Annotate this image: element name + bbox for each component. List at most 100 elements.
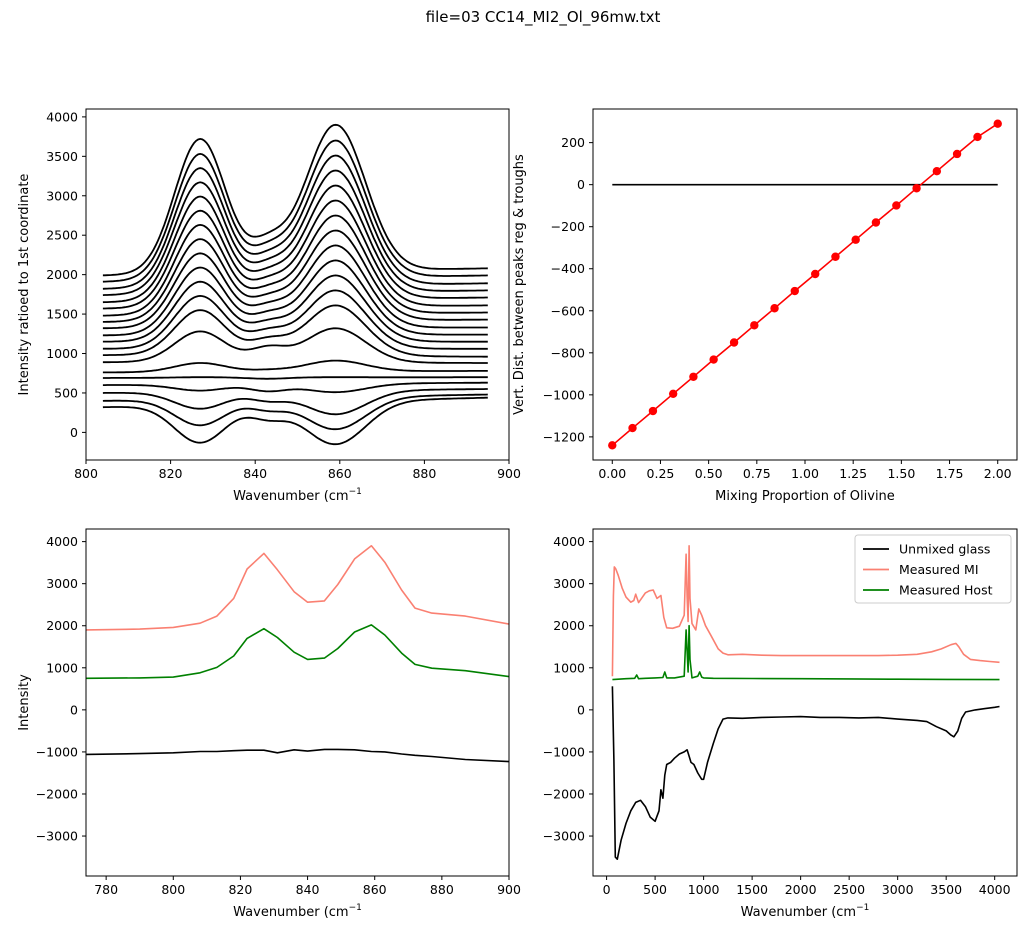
x-tick-label: 860 xyxy=(363,882,387,897)
y-axis-label: Vert. Dist. between peaks reg & troughs xyxy=(512,154,527,415)
distance-point xyxy=(952,149,962,159)
spectrum-line-7 xyxy=(102,229,488,323)
y-tick-label: 2000 xyxy=(46,618,78,633)
axes-frame xyxy=(592,528,1018,877)
plot-area xyxy=(611,545,1000,860)
distance-point xyxy=(912,184,921,193)
y-tick-label: 2500 xyxy=(46,228,78,243)
series-line-mi xyxy=(611,545,1000,677)
distance-point xyxy=(811,269,820,279)
series-line-glass xyxy=(86,748,509,763)
y-tick-label: 1500 xyxy=(46,307,78,322)
distance-point xyxy=(729,338,739,347)
x-tick-label: 0.25 xyxy=(647,466,675,481)
chart-bottom-right: 0 500 1000 1500 2000 2500 3000 3500 4000 −3000 −20… xyxy=(543,528,1018,920)
distance-point xyxy=(648,406,658,416)
x-tick-label: 800 xyxy=(74,466,98,481)
spectrum-line-0 xyxy=(102,123,488,277)
spectrum-line-1 xyxy=(102,139,488,283)
distance-point xyxy=(668,389,678,398)
x-axis-label: Mixing Proportion of Olivine xyxy=(715,489,895,504)
x-tick-label: 0.75 xyxy=(743,466,771,481)
y-tick-label: 1000 xyxy=(46,346,78,361)
x-tick-label: 3000 xyxy=(882,882,914,897)
y-tick-label: 0 xyxy=(577,177,585,192)
x-tick-label: 820 xyxy=(159,466,183,481)
spectrum-line-13 xyxy=(102,327,488,364)
plot-area xyxy=(102,123,488,446)
y-tick-label: 1000 xyxy=(553,660,585,675)
y-axis-label: Intensity xyxy=(17,674,32,731)
spectrum-line-8 xyxy=(102,244,488,330)
x-axis-label-sup: −1 xyxy=(349,903,362,913)
spectrum-line-16 xyxy=(102,381,488,394)
x-tick-label: 500 xyxy=(643,882,667,897)
distance-point xyxy=(932,167,942,176)
x-tick-label: 2500 xyxy=(833,882,865,897)
y-tick-label: −2000 xyxy=(543,786,585,801)
y-tick-label: 3000 xyxy=(46,576,78,591)
distance-point xyxy=(709,355,718,364)
y-tick-label: 3500 xyxy=(46,149,78,164)
x-tick-label: 1.25 xyxy=(839,466,867,481)
axes-frame xyxy=(85,528,510,877)
x-tick-label: 900 xyxy=(497,882,521,897)
distance-point xyxy=(892,201,901,210)
distance-point xyxy=(993,119,1002,128)
x-tick-label: 800 xyxy=(161,882,185,897)
x-tick-label: 0.00 xyxy=(598,466,626,481)
spectrum-line-14 xyxy=(102,359,488,374)
spectrum-line-15 xyxy=(102,376,488,380)
y-tick-label: −1000 xyxy=(36,744,78,759)
x-tick-label: 4000 xyxy=(979,882,1011,897)
x-tick-label: 2.00 xyxy=(984,466,1012,481)
distance-series-line xyxy=(611,123,999,446)
legend: Unmixed glass Measured MI Measured Host xyxy=(854,534,1012,604)
distance-point xyxy=(689,372,698,381)
y-tick-label: 2000 xyxy=(46,267,78,282)
y-tick-label: −400 xyxy=(551,261,585,276)
y-tick-label: −3000 xyxy=(36,829,78,844)
distance-point xyxy=(871,218,881,227)
x-tick-label: 820 xyxy=(228,882,252,897)
distance-point xyxy=(973,132,982,142)
y-tick-label: −2000 xyxy=(36,786,78,801)
x-tick-label: 1.50 xyxy=(887,466,915,481)
y-tick-label: 3000 xyxy=(553,576,585,591)
x-tick-label: 1000 xyxy=(688,882,720,897)
x-tick-label: 0.50 xyxy=(695,466,723,481)
y-tick-label: −3000 xyxy=(543,829,585,844)
distance-point xyxy=(770,304,779,313)
y-tick-label: 0 xyxy=(70,425,78,440)
x-tick-label: 880 xyxy=(430,882,454,897)
spectrum-line-18 xyxy=(102,393,488,431)
spectrum-line-17 xyxy=(102,388,488,416)
x-tick-label: 1.75 xyxy=(936,466,964,481)
x-tick-label: 880 xyxy=(412,466,436,481)
distance-point xyxy=(750,321,759,330)
y-axis-label: Intensity ratioed to 1st coordinate xyxy=(17,174,32,396)
x-axis-label-text: Wavenumber (cm xyxy=(233,489,348,504)
legend-label: Unmixed glass xyxy=(899,542,990,557)
y-tick-label: 4000 xyxy=(46,109,78,124)
spectrum-line-4 xyxy=(102,184,488,304)
x-tick-label: 1.00 xyxy=(791,466,819,481)
x-axis-label-sup: −1 xyxy=(349,487,362,497)
spectrum-line-19 xyxy=(102,396,488,446)
x-tick-label: 900 xyxy=(497,466,521,481)
spectrum-line-9 xyxy=(102,259,488,337)
series-line-glass xyxy=(611,686,1000,860)
figure-suptitle: file=03 CC14_MI2_Ol_96mw.txt xyxy=(426,8,661,27)
x-tick-label: 1500 xyxy=(736,882,768,897)
chart-top-left: 800 820 840 860 880 900 0 500 1000 1500 2000 2500 30… xyxy=(17,108,521,504)
x-tick-label: 780 xyxy=(94,882,118,897)
distance-point xyxy=(790,286,799,296)
y-tick-label: 500 xyxy=(54,385,78,400)
legend-frame xyxy=(854,534,1012,604)
x-tick-label: 0 xyxy=(603,882,611,897)
y-tick-label: 0 xyxy=(70,702,78,717)
y-tick-label: 2000 xyxy=(553,618,585,633)
y-tick-label: 1000 xyxy=(46,660,78,675)
x-tick-label: 860 xyxy=(328,466,352,481)
